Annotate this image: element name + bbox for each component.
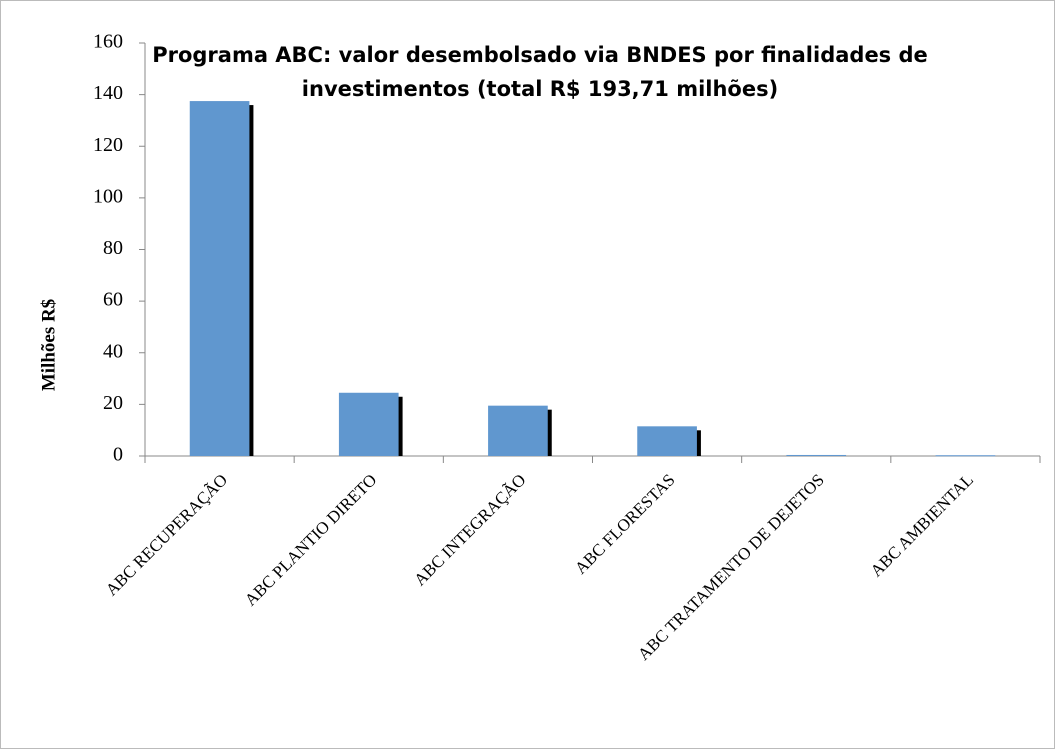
bar <box>338 392 399 456</box>
chart-title: Programa ABC: valor desembolsado via BND… <box>152 43 928 67</box>
bar <box>786 454 847 456</box>
y-tick-label: 60 <box>103 289 123 311</box>
y-tick-label: 0 <box>113 444 123 466</box>
y-tick-label: 140 <box>93 82 123 104</box>
bar <box>935 455 996 457</box>
bar <box>189 101 250 456</box>
y-axis-label: Milhões R$ <box>38 299 59 391</box>
y-tick-label: 80 <box>103 237 123 259</box>
y-tick-label: 120 <box>93 134 123 156</box>
y-tick-label: 20 <box>103 392 123 414</box>
y-tick-label: 100 <box>93 185 123 207</box>
bar <box>488 405 548 456</box>
chart-title: investimentos (total R$ 193,71 milhões) <box>302 77 778 101</box>
y-tick-label: 160 <box>93 31 123 53</box>
y-tick-label: 40 <box>103 340 123 362</box>
bar <box>637 426 697 456</box>
